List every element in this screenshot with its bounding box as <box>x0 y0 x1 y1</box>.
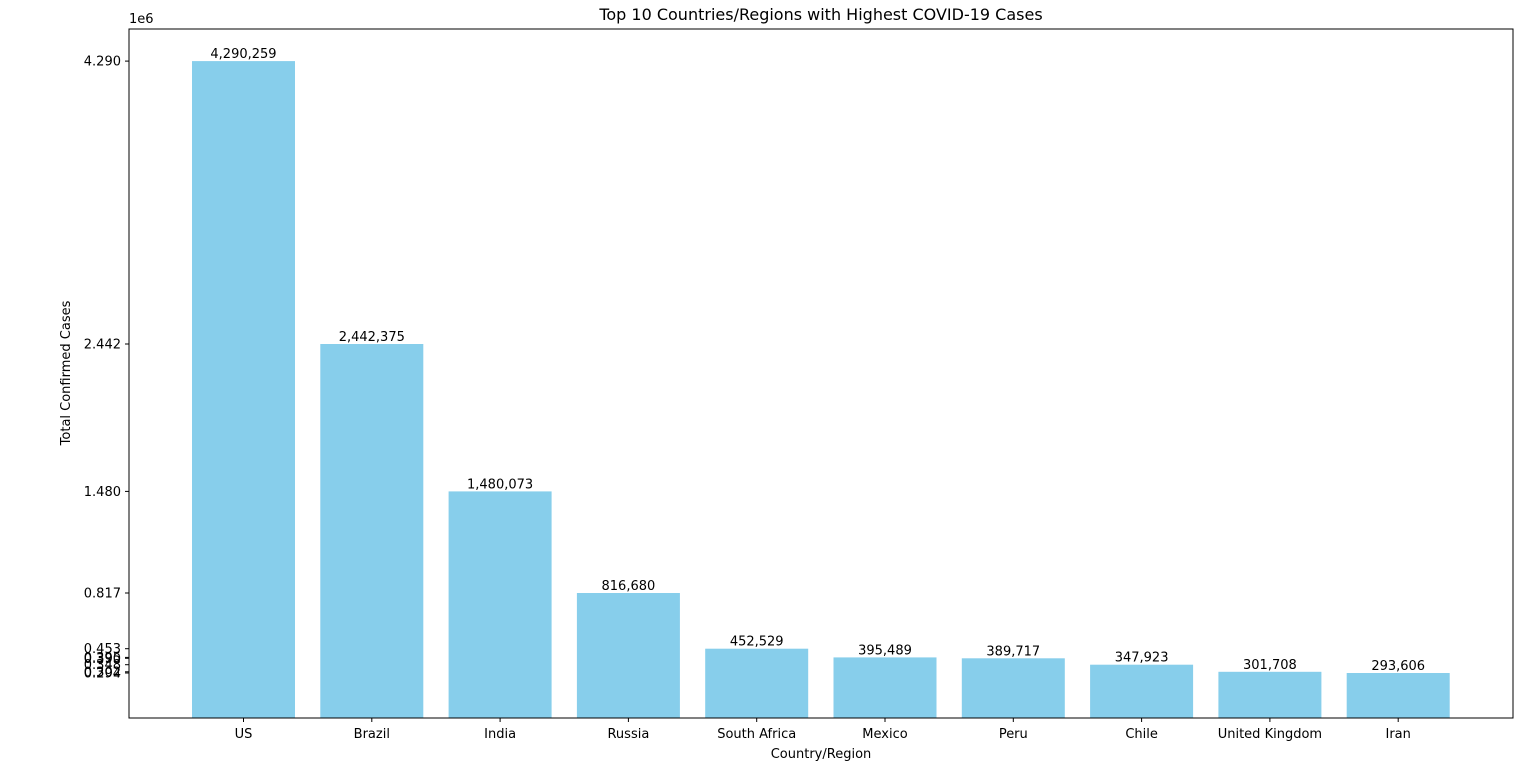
y-tick-label: 0.294 <box>84 667 121 682</box>
bar-value-label: 816,680 <box>602 579 656 594</box>
bar <box>1218 671 1322 718</box>
bar-value-label: 4,290,259 <box>210 47 276 62</box>
x-tick-label: United Kingdom <box>1218 727 1322 742</box>
x-tick-label: Chile <box>1125 727 1158 742</box>
bar-value-label: 1,480,073 <box>467 477 533 492</box>
x-tick-label: Iran <box>1386 727 1411 742</box>
x-axis-label: Country/Region <box>771 747 872 762</box>
chart-marks: 4,290,259 US 2,442,375 Brazil 1,480,073 India… <box>84 47 1450 742</box>
bar-value-label: 2,442,375 <box>339 330 405 345</box>
chart-title: Top 10 Countries/Regions with Highest CO… <box>598 5 1042 24</box>
y-axis-label: Total Confirmed Cases <box>59 300 74 446</box>
y-tick-label: 0.302 <box>84 665 121 680</box>
bar <box>448 491 552 718</box>
x-tick-label: South Africa <box>717 727 796 742</box>
y-tick-label: 0.395 <box>84 651 121 666</box>
y-tick-label: 4.290 <box>84 55 121 70</box>
bar <box>576 593 680 718</box>
y-tick-label: 0.453 <box>84 642 121 657</box>
x-tick-label: Peru <box>999 727 1028 742</box>
x-tick-label: Brazil <box>354 727 390 742</box>
plot-frame <box>128 28 1514 719</box>
bar <box>833 657 937 718</box>
x-tick-label: Mexico <box>862 727 907 742</box>
y-tick-label: 0.390 <box>84 652 121 667</box>
bar <box>1346 673 1450 718</box>
y-tick-label: 0.817 <box>84 587 121 602</box>
y-tick-label: 0.348 <box>84 658 121 673</box>
x-tick-label: US <box>235 727 253 742</box>
x-tick-label: Russia <box>607 727 649 742</box>
y-multiplier-label: 1e6 <box>129 12 154 27</box>
bar <box>192 61 295 719</box>
bar <box>1090 664 1194 718</box>
bar-value-label: 301,708 <box>1243 658 1297 673</box>
bar-value-label: 293,606 <box>1371 659 1425 674</box>
bar <box>320 344 424 718</box>
bar-value-label: 452,529 <box>730 635 784 650</box>
x-tick-label: India <box>484 727 516 742</box>
bar <box>705 648 809 718</box>
bar-value-label: 395,489 <box>858 643 912 658</box>
y-tick-label: 2.442 <box>84 338 121 353</box>
bar-value-label: 389,717 <box>986 644 1040 659</box>
bar <box>961 658 1065 718</box>
bar-value-label: 347,923 <box>1115 651 1169 666</box>
y-tick-label: 1.480 <box>84 485 121 500</box>
